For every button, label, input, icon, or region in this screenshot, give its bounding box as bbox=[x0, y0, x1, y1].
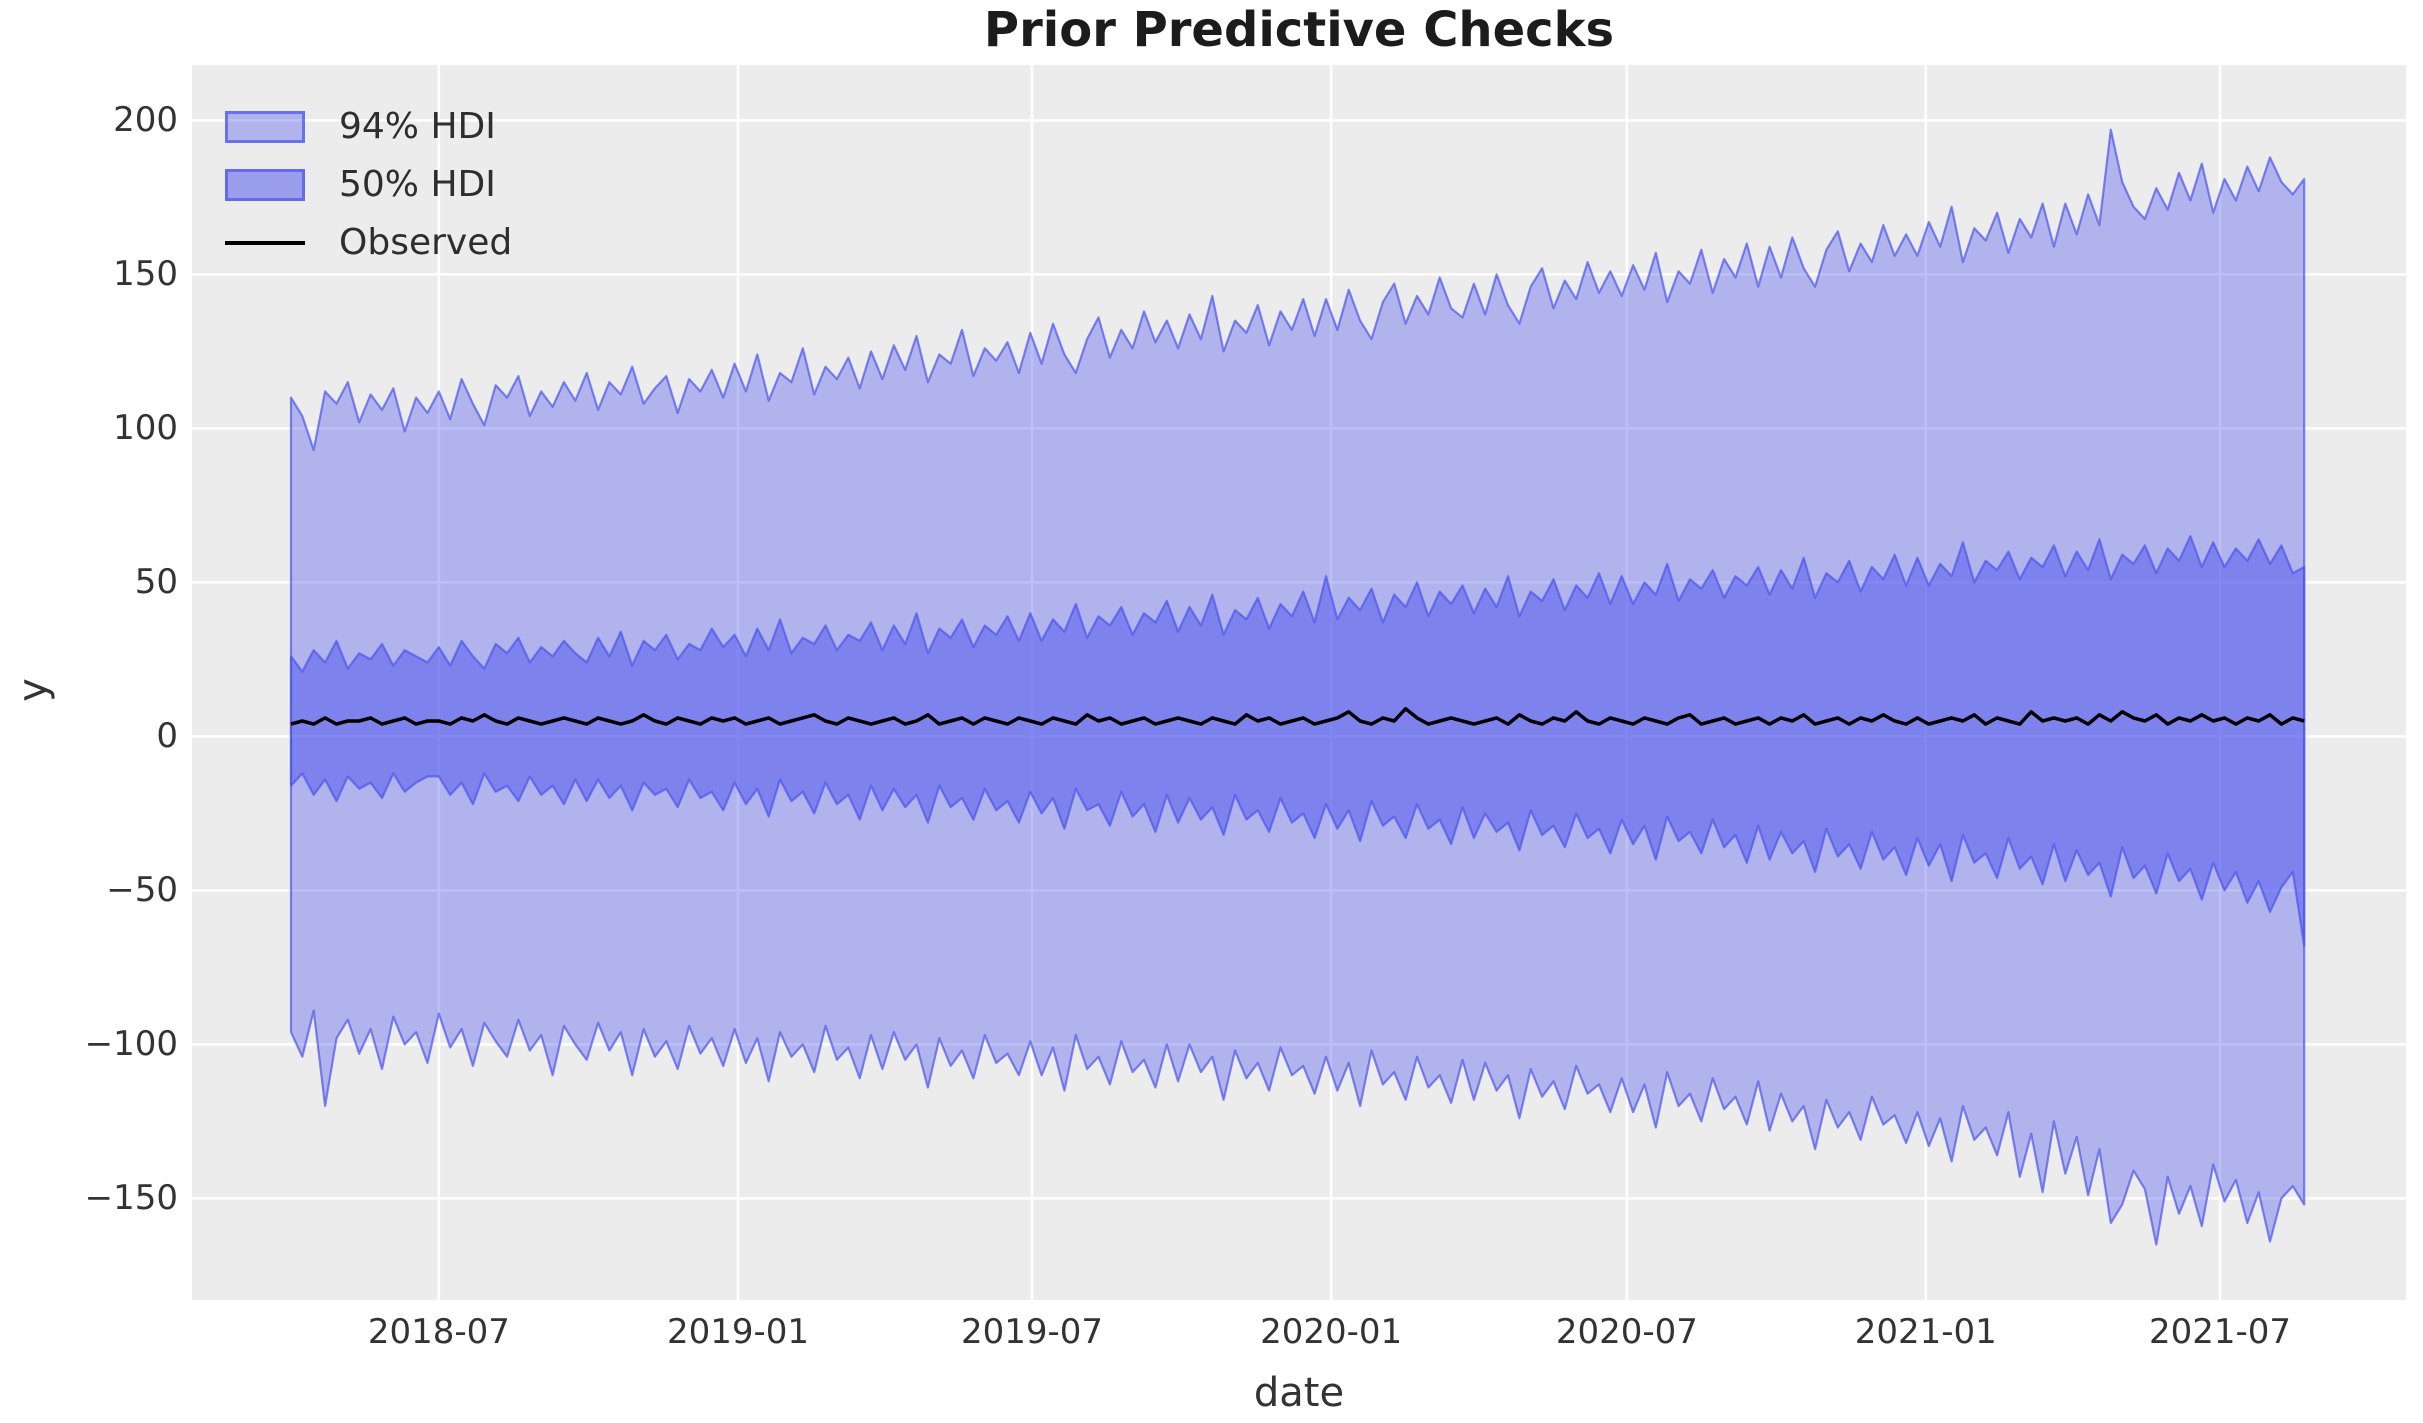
x-tick-label: 2020-01 bbox=[1260, 1312, 1403, 1352]
y-tick-label: 0 bbox=[156, 716, 178, 757]
hdi-50-band bbox=[289, 535, 2306, 947]
y-tick-label: 50 bbox=[134, 562, 178, 603]
y-tick-label: 100 bbox=[113, 408, 178, 449]
x-axis-label: date bbox=[1253, 1370, 1345, 1416]
legend-item-94-hdi: 94% HDI bbox=[225, 98, 512, 156]
legend-label: 94% HDI bbox=[339, 106, 496, 147]
legend-label: Observed bbox=[339, 222, 513, 263]
plot-area bbox=[192, 65, 2406, 1300]
x-tick-label: 2019-07 bbox=[960, 1312, 1104, 1352]
x-tick-label: 2020-07 bbox=[1555, 1312, 1698, 1352]
legend-item-observed: Observed bbox=[225, 214, 512, 272]
observed-line bbox=[290, 706, 2305, 726]
x-tick-label: 2019-01 bbox=[666, 1312, 809, 1352]
x-tick-label: 2021-01 bbox=[1854, 1312, 1997, 1352]
y-tick-label: −150 bbox=[84, 1178, 178, 1219]
chart-canvas bbox=[192, 65, 2406, 1300]
y-axis-label: y bbox=[10, 678, 56, 702]
observed-line-swatch-icon bbox=[225, 241, 305, 245]
legend-item-50-hdi: 50% HDI bbox=[225, 156, 512, 214]
y-tick-label: −100 bbox=[84, 1024, 178, 1065]
legend-label: 50% HDI bbox=[339, 164, 496, 205]
y-tick-label: −50 bbox=[106, 870, 178, 911]
legend: 94% HDI 50% HDI Observed bbox=[225, 98, 512, 272]
hdi-94-swatch-icon bbox=[225, 111, 305, 143]
y-tick-label: 200 bbox=[113, 100, 178, 141]
x-tick-label: 2021-07 bbox=[2148, 1312, 2292, 1352]
chart-title: Prior Predictive Checks bbox=[983, 2, 1615, 58]
hdi-50-swatch-icon bbox=[225, 169, 305, 201]
y-tick-label: 150 bbox=[113, 254, 178, 295]
x-tick-label: 2018-07 bbox=[367, 1312, 510, 1352]
